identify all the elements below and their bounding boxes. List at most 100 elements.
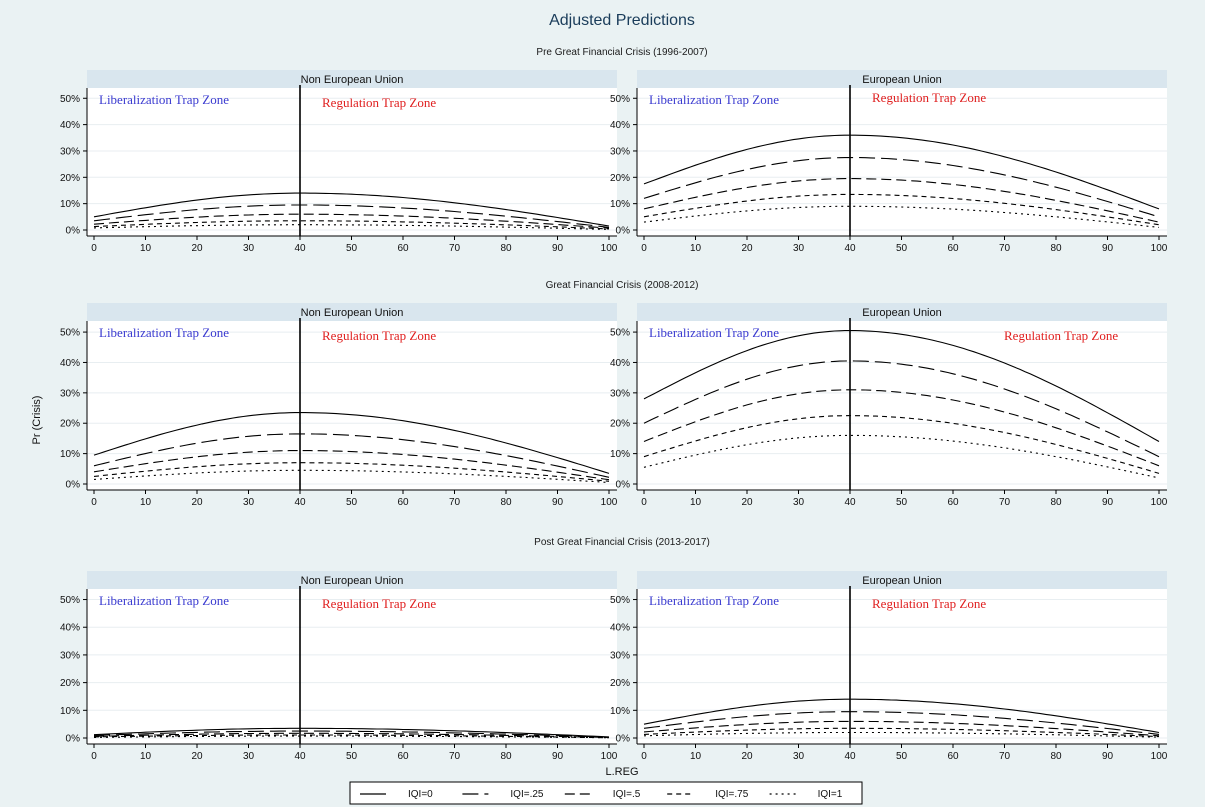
period-title-gfc: Great Financial Crisis (2008-2012) bbox=[546, 280, 699, 291]
x-tick-label: 10 bbox=[690, 243, 702, 254]
x-tick-label: 40 bbox=[294, 497, 306, 508]
panel-strip-label: Non European Union bbox=[301, 575, 404, 587]
panel-strip bbox=[87, 70, 617, 88]
panel-strip-label: Non European Union bbox=[301, 307, 404, 319]
x-tick-label: 20 bbox=[191, 243, 203, 254]
x-tick-label: 70 bbox=[449, 243, 461, 254]
series-line-iqi-0 bbox=[93, 192, 610, 227]
y-tick-label: 50% bbox=[60, 94, 80, 105]
panel-strip bbox=[637, 571, 1167, 589]
y-tick-label: 0% bbox=[616, 734, 631, 745]
series-line-iqi-75 bbox=[93, 220, 610, 230]
x-tick-label: 60 bbox=[397, 243, 409, 254]
x-tick-label: 70 bbox=[449, 497, 461, 508]
panel-strip-label: European Union bbox=[862, 307, 942, 319]
x-tick-label: 80 bbox=[1050, 751, 1062, 762]
y-tick-label: 10% bbox=[610, 199, 630, 210]
x-tick-label: 100 bbox=[601, 751, 618, 762]
x-tick-label: 20 bbox=[741, 497, 753, 508]
y-tick-label: 30% bbox=[610, 388, 630, 399]
regulation-zone-label: Regulation Trap Zone bbox=[322, 596, 436, 611]
x-tick-label: 70 bbox=[999, 497, 1011, 508]
liberalization-zone-label: Liberalization Trap Zone bbox=[99, 593, 229, 608]
x-tick-label: 40 bbox=[844, 243, 856, 254]
legend-label: IQI=.5 bbox=[613, 789, 641, 800]
y-tick-label: 0% bbox=[616, 480, 631, 491]
y-tick-label: 30% bbox=[610, 650, 630, 661]
y-tick-label: 40% bbox=[610, 623, 630, 634]
panel-strip-label: European Union bbox=[862, 575, 942, 587]
liberalization-zone-label: Liberalization Trap Zone bbox=[649, 325, 779, 340]
y-tick-label: 10% bbox=[60, 706, 80, 717]
x-tick-label: 50 bbox=[346, 751, 358, 762]
series-line-iqi-25 bbox=[643, 360, 1160, 458]
panel-0-1: European Union 0% 10% 20% 30% 40% 50% 0 10 20 30 40… bbox=[610, 70, 1168, 254]
x-tick-label: 90 bbox=[552, 243, 564, 254]
plot-area bbox=[637, 88, 1167, 236]
legend-label: IQI=.75 bbox=[715, 789, 749, 800]
panel-1-1: European Union 0% 10% 20% 30% 40% 50% 0 10 20 30 40… bbox=[610, 303, 1168, 508]
series-line-iqi-5 bbox=[93, 213, 610, 229]
panel-strip bbox=[637, 70, 1167, 88]
panel-2-1: European Union 0% 10% 20% 30% 40% 50% 0 10 20 30 40… bbox=[610, 571, 1168, 762]
y-tick-label: 50% bbox=[610, 328, 630, 339]
y-tick-label: 50% bbox=[60, 595, 80, 606]
liberalization-zone-label: Liberalization Trap Zone bbox=[649, 92, 779, 107]
series-line-iqi-5 bbox=[643, 389, 1160, 467]
x-tick-label: 10 bbox=[140, 751, 152, 762]
x-tick-label: 30 bbox=[243, 497, 255, 508]
y-tick-label: 40% bbox=[610, 120, 630, 131]
plot-area bbox=[87, 321, 617, 490]
x-tick-label: 50 bbox=[346, 243, 358, 254]
x-tick-label: 30 bbox=[243, 243, 255, 254]
series-line-iqi-5 bbox=[643, 178, 1160, 223]
regulation-zone-label: Regulation Trap Zone bbox=[872, 596, 986, 611]
x-tick-label: 60 bbox=[397, 751, 409, 762]
y-tick-label: 30% bbox=[60, 388, 80, 399]
x-tick-label: 20 bbox=[741, 751, 753, 762]
panels: Non European Union 0% 10% 20% 30% 40% 50% 0 10 20… bbox=[60, 70, 1168, 762]
panel-strip bbox=[87, 571, 617, 589]
y-tick-label: 40% bbox=[610, 358, 630, 369]
x-tick-label: 50 bbox=[896, 243, 908, 254]
x-tick-label: 100 bbox=[1151, 751, 1168, 762]
y-tick-label: 0% bbox=[66, 734, 81, 745]
x-tick-label: 80 bbox=[500, 497, 512, 508]
y-tick-label: 20% bbox=[610, 419, 630, 430]
series-line-iqi-0 bbox=[643, 134, 1160, 210]
y-tick-label: 30% bbox=[610, 146, 630, 157]
y-tick-label: 40% bbox=[60, 358, 80, 369]
series-line-iqi-0 bbox=[643, 330, 1160, 442]
regulation-zone-label: Regulation Trap Zone bbox=[872, 90, 986, 105]
x-tick-label: 0 bbox=[91, 243, 97, 254]
series-line-iqi-5 bbox=[93, 732, 610, 738]
y-tick-label: 30% bbox=[60, 650, 80, 661]
x-axis-label: L.REG bbox=[605, 766, 638, 778]
series-line-iqi-75 bbox=[643, 415, 1160, 474]
series-line-iqi-0 bbox=[643, 698, 1160, 734]
liberalization-zone-label: Liberalization Trap Zone bbox=[99, 92, 229, 107]
series-line-iqi-25 bbox=[93, 730, 610, 738]
y-tick-label: 40% bbox=[60, 120, 80, 131]
series-line-iqi-0 bbox=[93, 412, 610, 474]
series-line-iqi-1 bbox=[643, 434, 1160, 479]
x-tick-label: 90 bbox=[1102, 751, 1114, 762]
x-tick-label: 20 bbox=[191, 497, 203, 508]
x-tick-label: 60 bbox=[947, 751, 959, 762]
series-line-iqi-5 bbox=[93, 450, 610, 481]
x-tick-label: 30 bbox=[793, 751, 805, 762]
y-tick-label: 50% bbox=[610, 94, 630, 105]
panel-2-0: Non European Union 0% 10% 20% 30% 40% 50% 0 10 20… bbox=[60, 571, 618, 762]
x-tick-label: 100 bbox=[601, 497, 618, 508]
x-tick-label: 0 bbox=[641, 497, 647, 508]
plot-area bbox=[87, 589, 617, 744]
series-line-iqi-5 bbox=[643, 720, 1160, 737]
x-tick-label: 40 bbox=[844, 497, 856, 508]
x-tick-label: 30 bbox=[243, 751, 255, 762]
x-tick-label: 50 bbox=[896, 751, 908, 762]
y-tick-label: 10% bbox=[610, 706, 630, 717]
x-tick-label: 100 bbox=[601, 243, 618, 254]
x-tick-label: 60 bbox=[397, 497, 409, 508]
x-tick-label: 60 bbox=[947, 243, 959, 254]
x-tick-label: 80 bbox=[500, 243, 512, 254]
